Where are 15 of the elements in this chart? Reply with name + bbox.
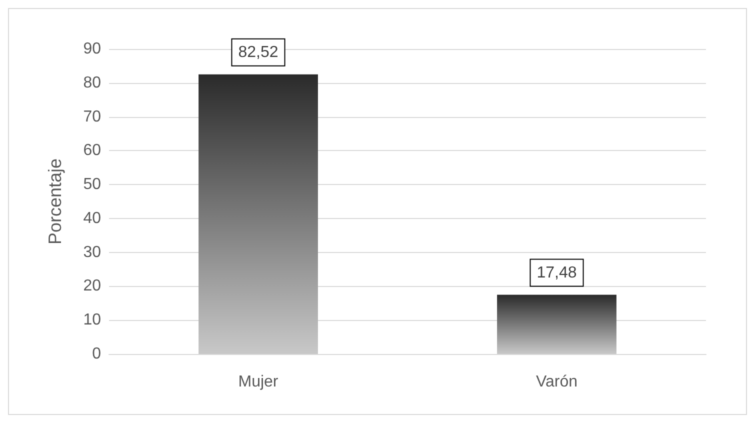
y-tick-label: 0: [92, 346, 102, 362]
y-axis-title: Porcentaje: [45, 158, 65, 245]
y-tick-label: 20: [83, 278, 102, 295]
data-label: 17,48: [536, 264, 577, 282]
x-tick-label: Mujer: [238, 374, 279, 390]
x-tick-label: Varón: [536, 374, 578, 390]
y-tick-label: 90: [83, 40, 102, 58]
y-tick-label: 60: [83, 142, 102, 160]
y-tick-label: 80: [83, 74, 102, 92]
y-tick-label: 70: [83, 108, 102, 126]
y-tick-label: 30: [83, 244, 102, 261]
y-tick-label: 50: [83, 176, 102, 194]
y-tick-label: 10: [83, 312, 102, 329]
data-label: 82,52: [238, 44, 278, 61]
y-tick-label: 40: [83, 210, 102, 227]
